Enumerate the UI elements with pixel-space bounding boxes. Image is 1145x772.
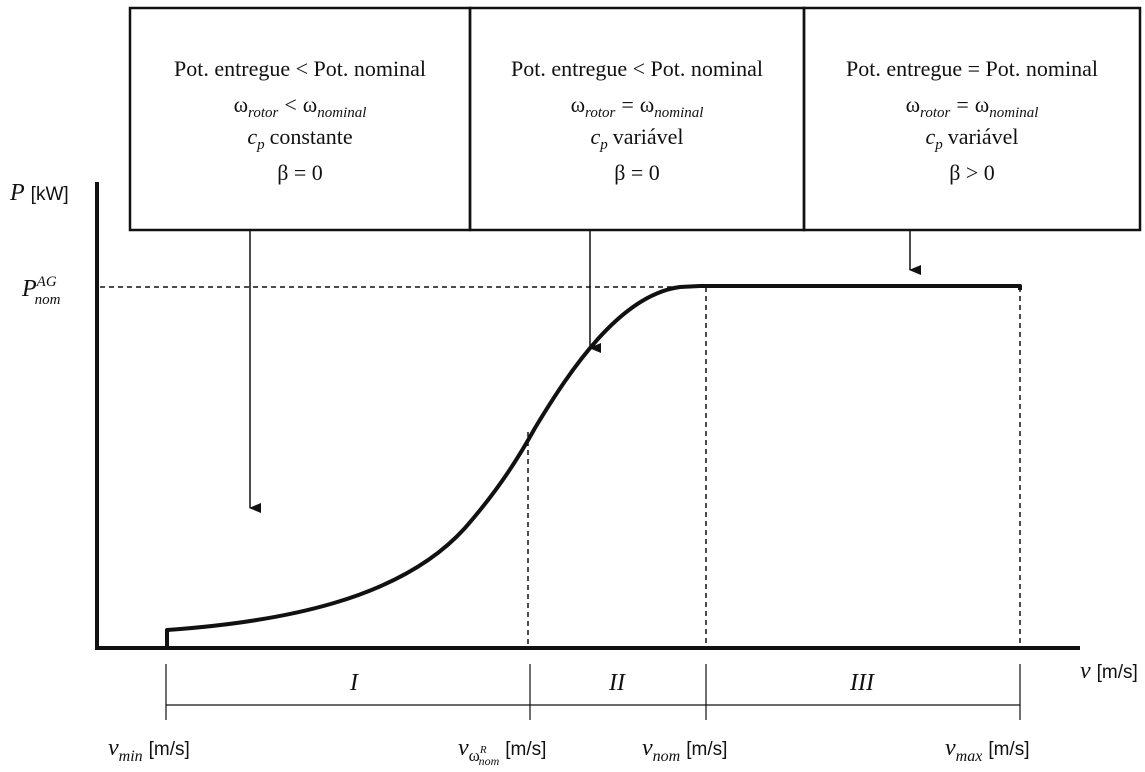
speed-labels: vmin [m/s] vωR nom[m/s] vnom [m/s] vmax [m/s… xyxy=(108,735,1029,768)
region-label-2: II xyxy=(608,670,626,696)
box-2-cp: cp variável xyxy=(590,124,683,153)
region-scale: I II III xyxy=(165,664,1021,720)
box-arrows xyxy=(249,230,921,513)
box-3-omega-relation: ωrotor = ωnominal xyxy=(906,92,1039,121)
speed-guides xyxy=(527,287,1021,648)
speed-label-max: vmax [m/s] xyxy=(945,735,1029,765)
box-region-2 xyxy=(468,6,806,232)
box-2-power-condition: Pot. entregue < Pot. nominal xyxy=(511,56,763,81)
box-3-power-condition: Pot. entregue = Pot. nominal xyxy=(846,56,1098,81)
y-axis-label: P [kW] xyxy=(9,180,69,206)
box-2-beta: β = 0 xyxy=(614,160,660,185)
region-label-3: III xyxy=(849,670,875,696)
speed-label-min: vmin [m/s] xyxy=(108,735,190,765)
nominal-power-level: PAG nom xyxy=(21,274,700,308)
box-3-cp: cp variável xyxy=(925,124,1018,153)
speed-label-omega-r-nom: vωR nom[m/s] xyxy=(458,735,546,768)
nominal-power-label: PAG nom xyxy=(21,274,61,308)
box-1-power-condition: Pot. entregue < Pot. nominal xyxy=(174,56,426,81)
box-region-3 xyxy=(802,6,1142,232)
box-3-text: Pot. entregue = Pot. nominal ωrotor = ωnom… xyxy=(846,56,1098,185)
box-3-beta: β > 0 xyxy=(949,160,995,185)
operation-boxes: Pot. entregue < Pot. nominal ωrotor < ωnom… xyxy=(128,6,1142,232)
box-1-cp: cp constante xyxy=(247,124,352,153)
axes: P [kW] v [m/s] xyxy=(9,180,1138,684)
box-1-omega-relation: ωrotor < ωnominal xyxy=(234,92,367,121)
box-2-omega-relation: ωrotor = ωnominal xyxy=(571,92,704,121)
box-1-text: Pot. entregue < Pot. nominal ωrotor < ωnom… xyxy=(174,56,426,185)
box-region-1 xyxy=(128,6,472,232)
box-1-beta: β = 0 xyxy=(277,160,323,185)
box-2-text: Pot. entregue < Pot. nominal ωrotor = ωnom… xyxy=(511,56,763,185)
power-curve xyxy=(165,284,1022,648)
region-label-1: I xyxy=(349,670,359,696)
x-axis-label: v [m/s] xyxy=(1080,658,1138,684)
speed-label-nom: vnom [m/s] xyxy=(642,735,727,765)
